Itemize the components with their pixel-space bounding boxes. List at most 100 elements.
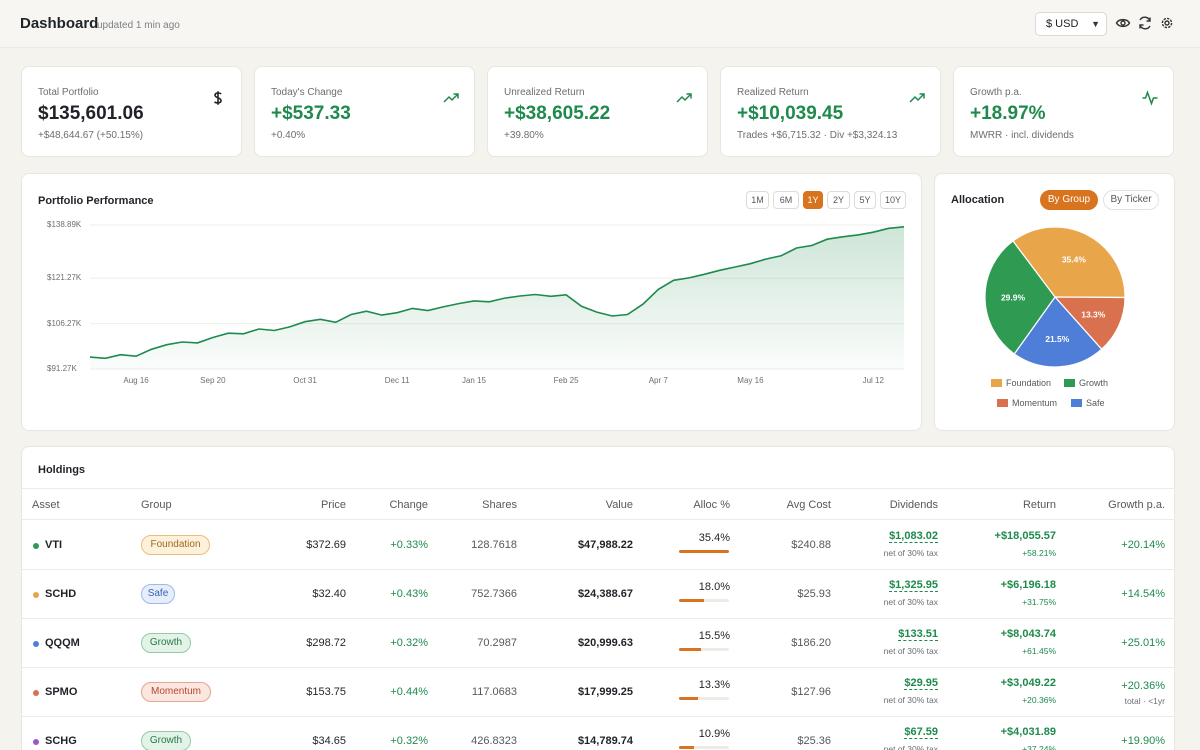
- stat-value: +$10,039.45: [737, 103, 844, 124]
- column-header[interactable]: Alloc %: [693, 499, 730, 511]
- series-line: [89, 226, 905, 360]
- asset-dot: [33, 739, 39, 745]
- group-badge: Growth: [141, 633, 191, 653]
- price-value: $372.69: [306, 539, 346, 551]
- activity-icon: [1142, 90, 1158, 106]
- avg-cost-value: $25.93: [797, 588, 831, 600]
- stat-card: Growth p.a. +18.97% MWRR · incl. dividends: [953, 66, 1174, 157]
- column-header[interactable]: Asset: [32, 499, 60, 511]
- performance-chart: [89, 224, 905, 370]
- divider: [22, 519, 1175, 520]
- avg-cost-value: $186.20: [791, 637, 831, 649]
- return-value: +$6,196.18: [1000, 579, 1056, 591]
- divider: [22, 667, 1175, 668]
- stat-sub: Trades +$6,715.32 · Div +$3,324.13: [737, 130, 898, 141]
- updated-timestamp: updated 1 min ago: [97, 20, 180, 31]
- divider: [22, 488, 1175, 489]
- dividends-amount: $1,083.02: [889, 530, 938, 543]
- column-header[interactable]: Price: [320, 499, 346, 511]
- trend-up-icon: [909, 93, 925, 103]
- range-button-2y[interactable]: 2Y: [827, 191, 850, 209]
- holdings-card: Holdings Asset Group Price Change Shares Valu…: [21, 446, 1175, 750]
- trend-up-icon: [443, 93, 459, 103]
- column-header[interactable]: Dividends: [889, 499, 938, 511]
- column-header[interactable]: Avg Cost: [786, 499, 831, 511]
- alloc-value: 35.4%: [698, 532, 730, 544]
- y-tick-label: $121.27K: [47, 273, 82, 283]
- range-button-5y[interactable]: 5Y: [854, 191, 876, 209]
- group-badge: Momentum: [141, 682, 211, 702]
- column-header[interactable]: Group: [141, 499, 172, 511]
- legend-swatch: [997, 399, 1008, 407]
- dividends-note: net of 30% tax: [883, 695, 938, 705]
- range-button-10y[interactable]: 10Y: [880, 191, 906, 209]
- return-percent: +37.24%: [1022, 744, 1056, 750]
- stat-sub: MWRR · incl. dividends: [970, 130, 1074, 141]
- legend-label: Safe: [1086, 398, 1105, 408]
- pie-slice-growth: [984, 240, 1056, 355]
- asset-ticker: VTI: [45, 539, 63, 551]
- change-value: +0.32%: [390, 735, 428, 747]
- growth-value: +25.01%: [1121, 637, 1165, 649]
- divider: [22, 569, 1175, 570]
- pie-label: 35.4%: [1062, 254, 1087, 264]
- dividends-value: $133.51: [858, 628, 938, 641]
- stat-label: Total Portfolio: [38, 87, 99, 98]
- growth-value: +20.14%: [1121, 539, 1165, 551]
- stat-label: Realized Return: [737, 87, 809, 98]
- legend-label: Growth: [1079, 378, 1109, 388]
- asset-ticker: SCHG: [45, 735, 77, 747]
- y-tick-label: $138.89K: [47, 220, 82, 229]
- stat-value: $135,601.06: [38, 103, 144, 124]
- performance-title: Portfolio Performance: [38, 195, 154, 207]
- dollar-icon: [213, 91, 222, 105]
- dividends-note: net of 30% tax: [883, 548, 938, 558]
- range-button-1m[interactable]: 1M: [746, 191, 769, 209]
- growth-value: +14.54%: [1121, 588, 1165, 600]
- dividends-value: $29.95: [858, 677, 938, 690]
- value-amount: $20,999.63: [577, 637, 633, 649]
- stat-value: +$537.33: [271, 103, 351, 124]
- column-header[interactable]: Shares: [482, 499, 517, 511]
- stat-card: Unrealized Return +$38,605.22 +39.80%: [487, 66, 708, 157]
- alloc-value: 15.5%: [698, 630, 730, 642]
- legend-label: Foundation: [1006, 378, 1052, 388]
- stat-value: +$38,605.22: [504, 103, 611, 124]
- legend-swatch: [991, 379, 1002, 387]
- legend-item-foundation: Foundation: [991, 378, 1051, 388]
- x-tick-label: Jan 15: [461, 376, 486, 385]
- value-amount: $14,789.74: [577, 735, 633, 747]
- asset-ticker: SCHD: [45, 588, 77, 600]
- legend-item-safe: Safe: [1071, 398, 1105, 408]
- stat-label: Today's Change: [271, 87, 343, 98]
- by-ticker-toggle[interactable]: By Ticker: [1103, 190, 1159, 210]
- top-bar: Dashboard updated 1 min ago $ USD ▼: [0, 0, 1200, 48]
- gear-icon[interactable]: [1159, 15, 1175, 31]
- page-title: Dashboard: [20, 15, 99, 32]
- column-header[interactable]: Growth p.a.: [1108, 499, 1165, 511]
- return-value: +$18,055.57: [994, 530, 1056, 542]
- alloc-value: 10.9%: [698, 728, 730, 740]
- area-fill: [90, 226, 904, 369]
- currency-select[interactable]: $ USD ▼: [1035, 12, 1107, 36]
- divider: [22, 618, 1175, 619]
- stat-label: Unrealized Return: [504, 87, 585, 98]
- by-group-toggle[interactable]: By Group: [1040, 190, 1098, 210]
- column-header[interactable]: Change: [389, 499, 428, 511]
- column-header[interactable]: Return: [1022, 499, 1056, 511]
- range-button-1y[interactable]: 1Y: [803, 191, 823, 209]
- x-tick-label: Sep 20: [200, 376, 226, 385]
- x-tick-label: Dec 11: [384, 376, 410, 385]
- dividends-note: net of 30% tax: [883, 597, 938, 607]
- change-value: +0.44%: [390, 686, 428, 698]
- refresh-icon[interactable]: [1137, 15, 1153, 31]
- shares-value: 426.8323: [471, 735, 517, 747]
- pie-label: 21.5%: [1045, 334, 1070, 344]
- eye-icon[interactable]: [1115, 15, 1131, 31]
- asset-ticker: QQQM: [45, 637, 80, 649]
- alloc-bar-fill: [679, 648, 701, 651]
- range-button-6m[interactable]: 6M: [773, 191, 799, 209]
- currency-value: $ USD: [1046, 18, 1079, 30]
- column-header[interactable]: Value: [605, 499, 633, 511]
- return-value: +$3,049.22: [1000, 677, 1056, 689]
